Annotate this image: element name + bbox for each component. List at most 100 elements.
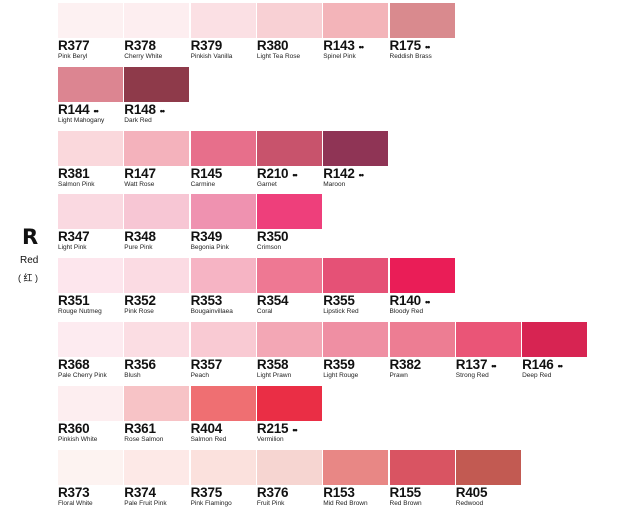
color-swatch [389, 3, 455, 38]
dual-tip-marker: •• [424, 297, 430, 307]
color-code: R373 [58, 486, 90, 500]
color-swatch [256, 258, 322, 293]
color-chip: R382 Prawn [389, 322, 456, 379]
color-name: Crimson [256, 244, 282, 251]
color-swatch [124, 450, 190, 485]
color-name: Red Brown [389, 500, 422, 507]
dual-tip-marker: •• [557, 361, 563, 371]
color-code: R356 [124, 358, 156, 372]
color-code: R375 [191, 486, 223, 500]
color-swatch [256, 131, 322, 166]
color-name: Redwood [455, 500, 484, 507]
color-code: R378 [124, 39, 156, 53]
color-chip: R145 Carmine [190, 131, 257, 188]
color-swatch [124, 3, 190, 38]
color-code-text: R381 [58, 166, 90, 181]
color-name: Pinkish Vanilla [190, 53, 233, 60]
color-name: Carmine [190, 181, 216, 188]
color-code: R146 •• [522, 358, 563, 373]
color-swatch [58, 194, 123, 229]
color-name: Rose Salmon [124, 436, 164, 443]
color-swatch [323, 322, 389, 357]
color-name: Light Tea Rose [256, 53, 301, 60]
color-code-text: R353 [190, 293, 223, 308]
color-code-text: R348 [124, 229, 156, 244]
color-code-text: R210 [256, 166, 289, 181]
color-chip: R355 Lipstick Red [323, 258, 389, 315]
color-code: R145 [191, 167, 223, 181]
color-code: R358 [256, 357, 289, 372]
color-swatch [124, 322, 190, 357]
color-code: R376 [257, 486, 289, 500]
color-name: Light Rouge [323, 372, 359, 379]
color-chip: R379 Pinkish Vanilla [190, 3, 257, 60]
color-code-text: R359 [323, 357, 355, 372]
color-code-text: R349 [190, 229, 223, 244]
color-code: R142 •• [323, 167, 364, 182]
color-code: R377 [58, 38, 90, 53]
color-code-text: R358 [256, 357, 289, 372]
color-code-text: R147 [124, 166, 156, 181]
color-chip: R348 Pure Pink [124, 194, 190, 251]
color-swatch [323, 258, 389, 293]
color-code-text: R374 [124, 485, 156, 500]
color-chip: R351 Rouge Nutmeg [58, 258, 124, 315]
color-name: Fruit Pink [256, 500, 285, 507]
color-name: Pale Cherry Pink [58, 372, 107, 379]
color-swatch [323, 131, 389, 166]
color-code: R349 [190, 229, 223, 244]
color-swatch [58, 386, 123, 421]
color-swatch [455, 450, 521, 485]
color-code-text: R360 [58, 421, 90, 436]
color-swatch [58, 3, 123, 38]
color-chip: R374 Pale Fruit Pink [124, 450, 190, 507]
color-code: R380 [256, 38, 289, 53]
color-chip: R361 Rose Salmon [124, 386, 190, 443]
color-chip: R349 Begonia Pink [190, 194, 257, 251]
color-code-text: R215 [256, 421, 289, 436]
color-name: Maroon [323, 181, 346, 188]
color-swatch [190, 322, 256, 357]
color-name: Light Pink [58, 244, 87, 251]
dual-tip-marker: •• [93, 106, 98, 116]
color-code: R361 [124, 422, 156, 436]
color-name: Salmon Pink [58, 181, 95, 188]
color-name: Blush [124, 372, 141, 379]
color-code: R140 •• [389, 293, 431, 309]
color-swatch [190, 386, 256, 421]
color-chip: R146 •• Deep Red [522, 322, 588, 379]
color-code-text: R140 [389, 293, 422, 308]
color-swatch [323, 450, 389, 485]
color-name: Strong Red [455, 372, 489, 379]
color-code: R404 [190, 421, 223, 436]
color-code-text: R350 [256, 229, 289, 244]
color-code: R210 •• [256, 166, 298, 182]
color-swatch [389, 322, 455, 357]
color-code-text: R347 [58, 229, 90, 244]
color-code-text: R351 [58, 293, 90, 308]
color-chip: R350 Crimson [256, 194, 323, 251]
color-swatch [124, 67, 190, 102]
color-chip: R405 Redwood [455, 450, 522, 507]
color-code: R347 [58, 229, 90, 244]
dual-tip-marker: •• [424, 42, 430, 52]
color-swatch [190, 450, 256, 485]
color-code-text: R382 [389, 357, 422, 372]
color-code-text: R380 [256, 38, 289, 53]
color-code: R360 [58, 421, 90, 436]
color-swatch [256, 386, 322, 421]
color-chip: R381 Salmon Pink [58, 131, 124, 188]
family-name-chinese: ( 红 ) [18, 273, 38, 283]
color-chip: R359 Light Rouge [323, 322, 389, 379]
color-code-text: R404 [190, 421, 223, 436]
color-code: R143 •• [323, 39, 364, 54]
dual-tip-marker: •• [292, 425, 297, 435]
color-chip: R368 Pale Cherry Pink [58, 322, 124, 379]
color-chip: R378 Cherry White [124, 3, 190, 60]
color-code: R355 [323, 294, 355, 308]
color-code: R381 [58, 166, 90, 181]
color-code: R374 [124, 485, 156, 500]
color-swatch [190, 131, 256, 166]
color-code-text: R377 [58, 38, 90, 53]
color-chip: R137 •• Strong Red [455, 322, 522, 379]
